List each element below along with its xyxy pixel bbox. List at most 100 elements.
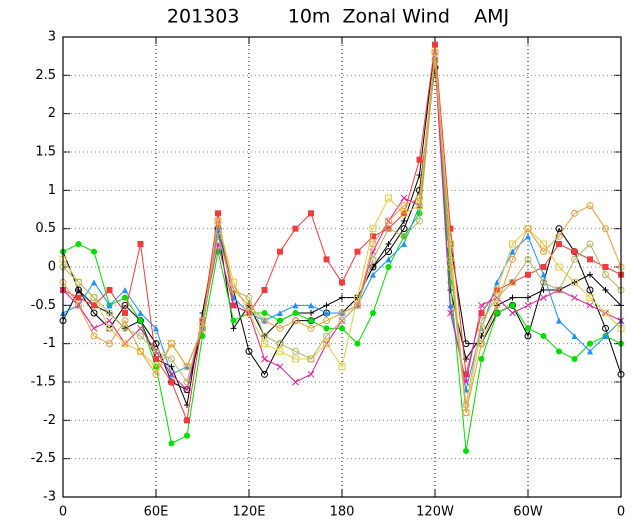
series-line — [62, 59, 622, 452]
marker — [137, 310, 144, 316]
marker — [308, 310, 314, 316]
marker — [152, 370, 160, 378]
marker — [416, 194, 423, 202]
marker — [308, 302, 314, 309]
marker — [292, 317, 299, 325]
marker — [276, 340, 284, 348]
y-tick-label: 3 — [48, 30, 56, 45]
marker — [525, 294, 531, 301]
marker — [586, 202, 594, 210]
marker — [106, 340, 113, 348]
marker — [261, 332, 268, 340]
marker — [602, 333, 609, 339]
marker — [307, 370, 315, 378]
y-tick-label: 0 — [48, 260, 56, 275]
marker — [493, 301, 501, 309]
marker — [338, 363, 346, 371]
marker — [339, 325, 345, 332]
x-tick-label: 120W — [416, 505, 454, 520]
y-tick-label: -2.5 — [31, 451, 56, 466]
marker — [230, 278, 237, 286]
marker — [90, 309, 98, 317]
marker — [540, 278, 547, 286]
marker — [432, 41, 438, 48]
marker — [307, 355, 315, 363]
marker — [261, 355, 268, 363]
marker — [587, 271, 593, 278]
marker — [478, 324, 485, 332]
marker — [509, 309, 516, 317]
marker — [602, 324, 609, 332]
marker — [199, 324, 206, 332]
marker — [90, 324, 98, 332]
marker — [540, 271, 547, 278]
marker — [323, 332, 330, 340]
plot-frame — [62, 36, 622, 498]
marker — [308, 317, 314, 324]
y-tick-label: 1 — [48, 183, 56, 198]
marker — [261, 317, 268, 325]
marker — [447, 309, 454, 317]
marker — [106, 302, 113, 309]
series-line — [62, 44, 622, 407]
marker — [214, 217, 222, 225]
marker — [91, 302, 97, 309]
marker — [152, 347, 160, 355]
marker — [525, 233, 531, 240]
marker — [276, 347, 284, 355]
marker — [509, 255, 516, 263]
x-tick-label: 180 — [330, 505, 355, 520]
marker — [478, 340, 485, 348]
marker — [416, 202, 423, 210]
marker — [524, 301, 532, 309]
marker — [261, 370, 268, 378]
marker — [400, 209, 408, 217]
marker — [416, 210, 423, 217]
marker — [152, 340, 160, 348]
marker — [168, 440, 175, 447]
marker — [121, 317, 129, 325]
marker — [555, 263, 563, 271]
y-tick-label: 2.5 — [35, 68, 56, 83]
marker — [602, 225, 609, 233]
marker — [122, 294, 128, 301]
marker — [401, 218, 407, 224]
marker — [245, 347, 253, 355]
marker — [571, 278, 578, 286]
marker — [400, 202, 408, 210]
marker — [354, 340, 361, 347]
marker — [75, 278, 82, 286]
marker — [586, 240, 594, 248]
marker — [121, 340, 129, 348]
marker — [168, 340, 175, 348]
marker — [230, 317, 237, 324]
marker — [478, 310, 485, 316]
series-line — [62, 52, 622, 413]
marker — [571, 356, 578, 362]
marker — [525, 271, 531, 278]
marker — [571, 248, 578, 255]
marker — [385, 194, 392, 202]
marker — [587, 340, 593, 347]
marker — [183, 378, 191, 386]
marker — [230, 325, 237, 332]
marker — [338, 309, 346, 317]
marker — [292, 378, 299, 386]
marker — [323, 256, 330, 263]
marker — [121, 324, 129, 332]
marker — [587, 348, 593, 355]
y-tick-label: 0.5 — [35, 221, 56, 236]
marker — [75, 241, 82, 247]
marker — [122, 310, 128, 316]
series-line — [62, 52, 622, 413]
marker — [323, 325, 330, 332]
marker — [509, 294, 516, 301]
marker — [400, 225, 408, 233]
y-tick-label: -1 — [43, 336, 56, 351]
marker — [493, 286, 501, 294]
marker — [137, 347, 144, 355]
marker — [571, 255, 578, 263]
marker — [509, 240, 516, 248]
marker — [571, 294, 578, 302]
marker — [400, 194, 408, 202]
